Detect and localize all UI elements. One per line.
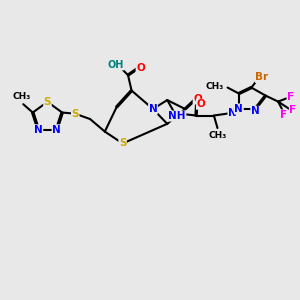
Text: F: F (290, 105, 296, 115)
Text: N: N (52, 125, 61, 135)
Text: CH₃: CH₃ (205, 82, 224, 91)
Text: F: F (280, 110, 288, 120)
Text: N: N (34, 125, 43, 135)
Text: NH: NH (168, 111, 186, 121)
Text: N: N (148, 104, 157, 114)
Text: S: S (71, 109, 79, 119)
Text: O: O (193, 94, 202, 104)
Text: N: N (251, 106, 260, 116)
Text: OH: OH (107, 60, 124, 70)
Text: F: F (287, 92, 294, 102)
Text: Br: Br (256, 73, 268, 82)
Text: CH₃: CH₃ (13, 92, 31, 101)
Text: O: O (136, 63, 145, 73)
Text: S: S (44, 97, 51, 107)
Text: S: S (119, 139, 126, 148)
Text: N: N (228, 108, 237, 118)
Text: N: N (235, 104, 243, 114)
Text: CH₃: CH₃ (209, 131, 227, 140)
Text: O: O (196, 99, 205, 109)
